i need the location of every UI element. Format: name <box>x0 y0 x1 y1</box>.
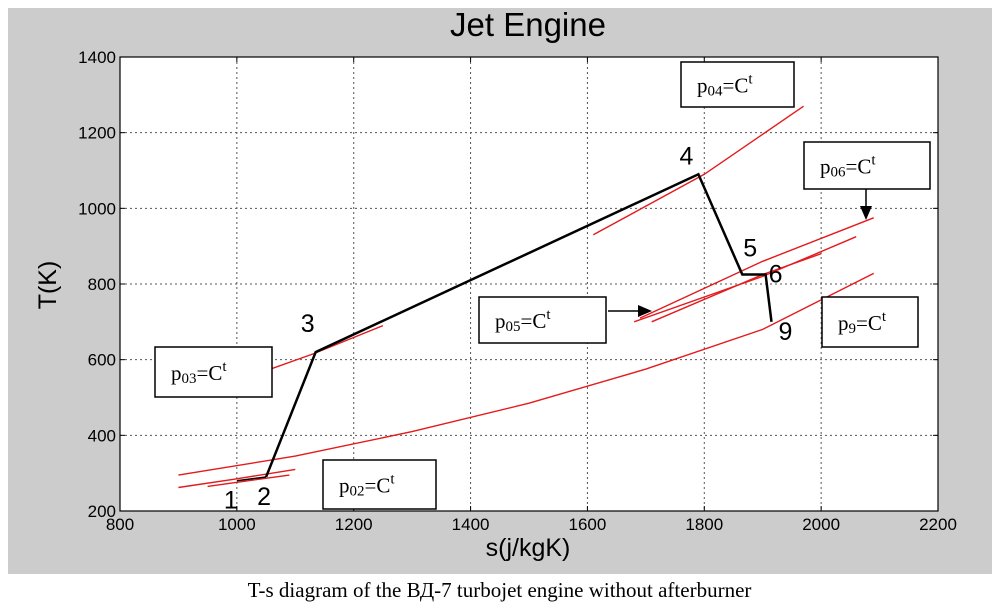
cycle-segment-1-2 <box>236 476 267 482</box>
annotation-label-p04: p04=Ct <box>697 72 753 100</box>
state-point-label-6: 6 <box>769 261 783 289</box>
y-tick-label: 1200 <box>78 124 116 143</box>
isobar-p01 <box>207 474 290 488</box>
isobar-p9 <box>178 272 875 476</box>
isobar-lines <box>178 105 875 489</box>
cycle-line <box>264 172 773 478</box>
y-tick-label: 200 <box>88 502 116 521</box>
figure-caption: T-s diagram of the ВД-7 turbojet engine … <box>247 578 752 602</box>
annotation-boxes: p04=Ct p06=Ct p05=Ct p9=Ct p03=Ct p02=Ct <box>154 61 931 510</box>
annotation-box-p02 <box>322 459 437 510</box>
state-point-label-1: 1 <box>224 487 238 515</box>
annotation-label-p05: p05=Ct <box>495 307 551 335</box>
arrow-p06-head <box>860 206 872 220</box>
state-point-label-5: 5 <box>743 235 757 263</box>
x-tick-label: 2000 <box>802 515 840 534</box>
state-point-label-4: 4 <box>679 142 693 170</box>
annotation-box-p06 <box>803 141 931 190</box>
x-tick-label: 1000 <box>218 515 256 534</box>
x-tick-label: 1600 <box>569 515 607 534</box>
y-tick-label: 1000 <box>78 199 116 218</box>
chart-title: Jet Engine <box>450 6 606 43</box>
isobar-p02 <box>178 468 296 489</box>
annotation-label-p02: p02=Ct <box>339 472 395 500</box>
isobar-p06 <box>639 217 874 319</box>
y-tick-label: 1400 <box>78 48 116 67</box>
annotation-box-p03 <box>154 346 273 398</box>
state-point-label-9: 9 <box>779 318 793 346</box>
y-tick-label: 600 <box>88 351 116 370</box>
x-tick-label: 800 <box>106 515 134 534</box>
isobar-p03 <box>254 324 384 376</box>
state-point-label-3: 3 <box>301 310 315 338</box>
x-tick-label: 1200 <box>335 515 373 534</box>
annotation-arrows <box>608 189 872 317</box>
annotation-box-p05 <box>478 296 607 344</box>
x-tick-label: 1800 <box>685 515 723 534</box>
y-axis-label: T(K) <box>34 261 62 310</box>
isobar-p04 <box>592 105 804 236</box>
x-axis-label: s(j/kgK) <box>486 534 571 562</box>
annotation-label-p06: p06=Ct <box>820 153 876 181</box>
y-tick-label: 800 <box>88 275 116 294</box>
axis-ticks: 800 1000 1200 1400 1600 1800 2000 2200200400600… <box>78 48 957 534</box>
annotation-box-p04 <box>680 61 795 108</box>
annotation-label-p9: p9=Ct <box>838 309 887 337</box>
grid <box>120 57 938 511</box>
x-tick-label: 1400 <box>452 515 490 534</box>
isobar-p05a <box>633 236 857 323</box>
y-tick-label: 400 <box>88 426 116 445</box>
annotation-label-p03: p03=Ct <box>171 359 227 387</box>
annotation-box-p9 <box>821 296 919 348</box>
arrow-p05-head <box>638 305 652 317</box>
state-point-label-2: 2 <box>257 483 271 511</box>
x-tick-label: 2200 <box>919 515 957 534</box>
